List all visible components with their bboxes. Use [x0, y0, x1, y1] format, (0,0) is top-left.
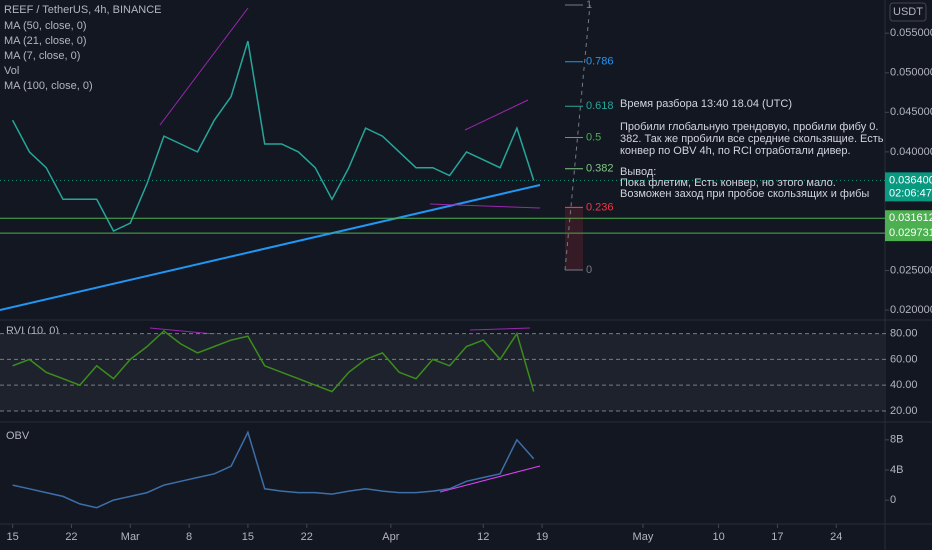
y-tick-label: 0.025000: [890, 264, 932, 276]
fib-label: 0: [586, 264, 592, 276]
x-tick-label: 24: [830, 531, 842, 543]
legend-entry: MA (7, close, 0): [4, 50, 80, 62]
x-tick-label: 19: [536, 531, 548, 543]
trendline: [0, 184, 541, 311]
legend-entry: Vol: [4, 65, 19, 77]
currency-button[interactable]: [889, 2, 927, 22]
x-tick-label: 8: [186, 531, 192, 543]
price-tag-label: 0.031612: [889, 212, 932, 224]
y-tick-label: 0.045000: [890, 106, 932, 118]
y-tick-label: 4B: [890, 464, 903, 476]
x-tick-label: 17: [771, 531, 783, 543]
annotation-line: Пробили глобальную трендовую, пробили фи…: [620, 121, 878, 133]
x-tick-label: Mar: [121, 531, 140, 543]
divergence-line: [429, 203, 541, 209]
x-tick-label: May: [633, 531, 654, 543]
y-tick-label: 80.00: [890, 328, 918, 340]
annotation-line: Пока флетим, Есть конвер, но этого мало.: [620, 177, 836, 189]
divergence-line: [469, 327, 531, 331]
x-tick-label: 10: [712, 531, 724, 543]
currency-label[interactable]: USDT: [893, 6, 923, 18]
fib-label: 0.5: [586, 131, 601, 143]
price-tag-timer: 02:06:47: [889, 187, 932, 199]
fib-label: 0.786: [586, 56, 614, 68]
y-tick-label: 40.00: [890, 379, 918, 391]
y-tick-label: 0.055000: [890, 27, 932, 39]
x-tick-label: 15: [6, 531, 18, 543]
divergence-line: [159, 7, 249, 126]
band: [0, 334, 885, 411]
annotation-line: конвер по OBV 4h, по RCI отработали диве…: [620, 145, 851, 157]
price-tag: [885, 225, 932, 242]
annotation-line: 382. Так же пробили все средние скользящ…: [620, 133, 884, 145]
series-line: [11, 40, 535, 232]
y-tick-label: 0.040000: [890, 146, 932, 158]
divergence-line: [439, 465, 541, 493]
y-tick-label: 20.00: [890, 405, 918, 417]
x-tick-label: 15: [242, 531, 254, 543]
fib-label: 0.618: [586, 100, 614, 112]
y-tick-label: 0.050000: [890, 67, 932, 79]
price-tag: [885, 172, 932, 202]
series-line: [12, 330, 535, 393]
x-tick-label: 22: [65, 531, 77, 543]
y-tick-label: 8B: [890, 434, 903, 446]
chart-title: REEF / TetherUS, 4h, BINANCE: [4, 4, 162, 16]
annotation-line: Вывод:: [620, 166, 656, 178]
price-tag-label: 0.036400: [889, 174, 932, 186]
fib-label: 0.382: [586, 163, 614, 175]
y-tick-label: 60.00: [890, 353, 918, 365]
legend-entry: MA (100, close, 0): [4, 80, 93, 92]
legend-entry: MA (50, close, 0): [4, 20, 87, 32]
y-tick-label: 0.020000: [890, 304, 932, 316]
pane-title: OBV: [6, 430, 30, 442]
x-tick-label: 12: [477, 531, 489, 543]
series-line: [12, 430, 535, 509]
fib-label: 1: [586, 0, 592, 11]
price-tag-label: 0.029731: [889, 227, 932, 239]
x-tick-label: 22: [301, 531, 313, 543]
price-tag: [885, 210, 932, 227]
annotation-line: Возможен заход при пробое скользящих и ф…: [620, 188, 869, 200]
annotation-title: Время разбора 13:40 18.04 (UTC): [620, 98, 792, 110]
y-tick-label: 0: [890, 494, 896, 506]
divergence-line: [464, 99, 529, 131]
legend-entry: MA (21, close, 0): [4, 35, 87, 47]
fib-label: 0.236: [586, 201, 614, 213]
x-tick-label: Apr: [382, 531, 399, 543]
